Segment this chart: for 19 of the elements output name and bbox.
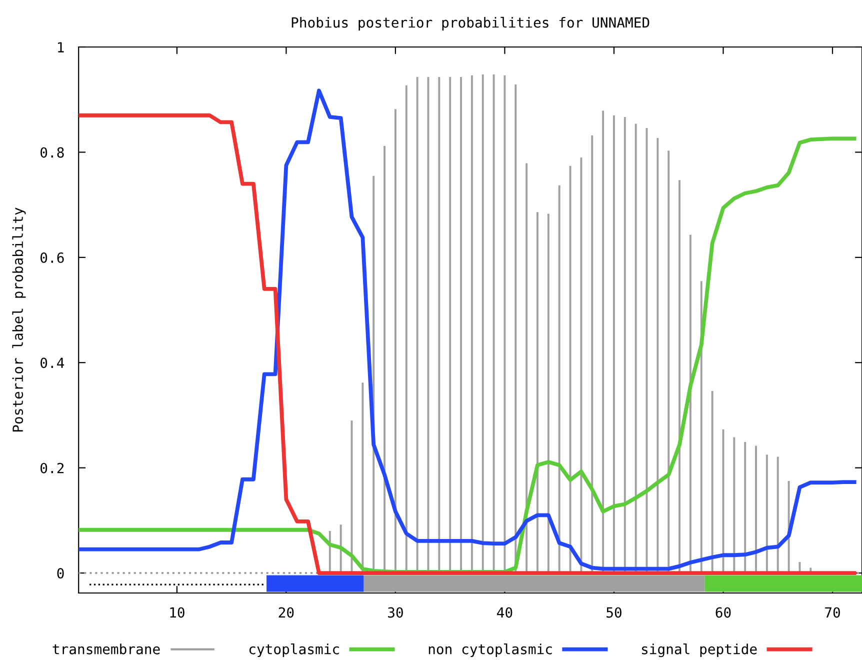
x-tick-label: 30 <box>388 607 403 618</box>
y-tick-label: 1 <box>58 42 64 52</box>
y-tick-label: 0 <box>57 568 64 579</box>
y-tick-label: 0.2 <box>40 462 64 474</box>
x-tick-label: 60 <box>716 607 731 618</box>
y-tick-label: 0.6 <box>40 252 64 263</box>
legend-label: non cytoplasmic <box>428 644 552 658</box>
y-tick-label: 0.8 <box>40 147 64 158</box>
y-tick-label: 0.4 <box>40 358 64 368</box>
y-axis-title: Posterior label probability <box>12 208 26 432</box>
x-tick-label: 20 <box>278 607 294 618</box>
x-tick-label: 70 <box>825 607 840 618</box>
legend-label: signal peptide <box>642 644 757 658</box>
chart-title: Phobius posterior probabilities for UNNAMED <box>292 16 650 30</box>
x-tick-label: 10 <box>170 607 184 618</box>
legend-label: transmembrane <box>52 644 160 654</box>
x-tick-label: 40 <box>497 607 512 618</box>
x-tick-label: 50 <box>606 607 622 618</box>
legend-label: cytoplasmic <box>249 644 339 658</box>
